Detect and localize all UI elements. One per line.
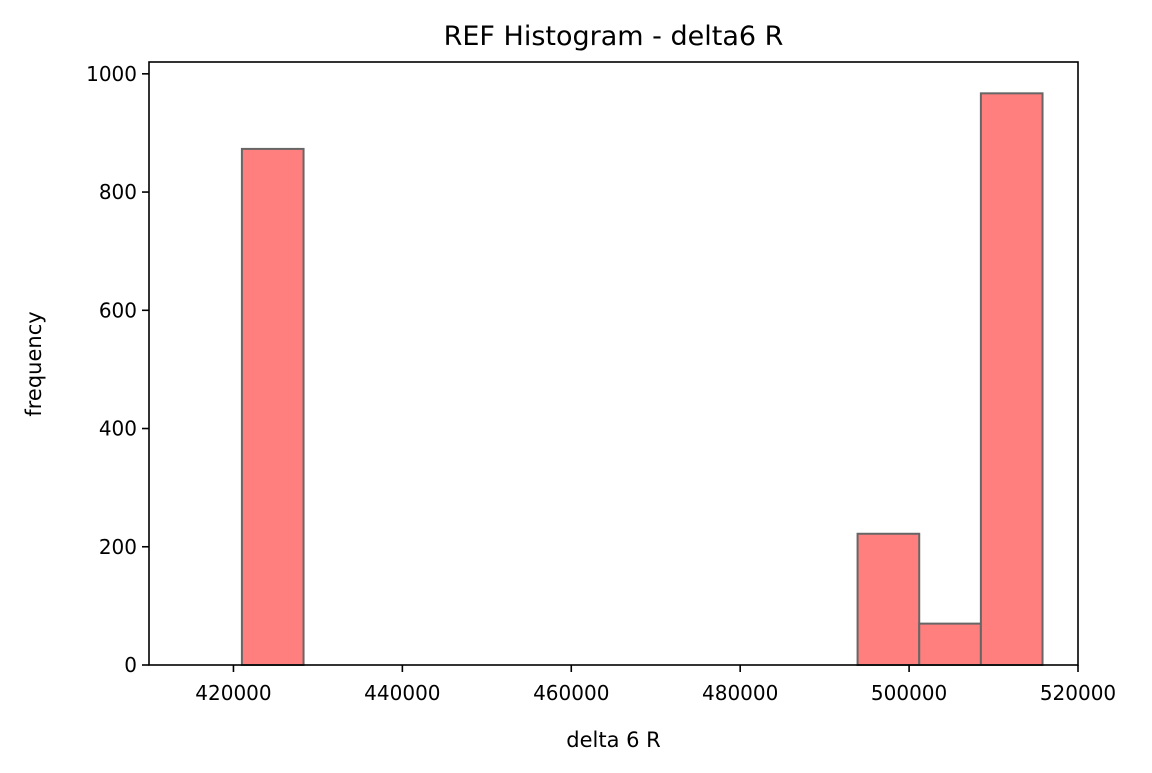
histogram-bar-3 — [979, 92, 1044, 667]
y-tick-label-0: 0 — [124, 653, 137, 677]
x-axis-label: delta 6 R — [566, 728, 661, 752]
x-tick-label-2: 460000 — [533, 681, 609, 705]
y-axis-label: frequency — [22, 311, 46, 416]
x-ticks-group: 420000 440000 460000 480000 500000 520000 — [195, 665, 1116, 705]
x-tick-label-3: 480000 — [702, 681, 778, 705]
x-tick-label-5: 520000 — [1040, 681, 1116, 705]
y-tick-label-5: 1000 — [86, 62, 137, 86]
x-tick-label-1: 440000 — [364, 681, 440, 705]
y-tick-label-4: 800 — [99, 180, 137, 204]
y-tick-label-1: 200 — [99, 535, 137, 559]
axes-frame — [148, 61, 1079, 666]
histogram-bar-2 — [918, 622, 982, 667]
chart-title: REF Histogram - delta6 R — [444, 21, 784, 52]
y-tick-label-2: 400 — [99, 417, 137, 441]
y-ticks-group: 0 200 400 600 800 1000 — [86, 62, 149, 677]
histogram-bar-1 — [856, 532, 921, 667]
histogram-bar-0 — [240, 147, 305, 666]
x-tick-label-4: 500000 — [871, 681, 947, 705]
y-tick-label-3: 600 — [99, 298, 137, 322]
x-tick-label-0: 420000 — [195, 681, 271, 705]
bars-group — [240, 92, 1044, 667]
